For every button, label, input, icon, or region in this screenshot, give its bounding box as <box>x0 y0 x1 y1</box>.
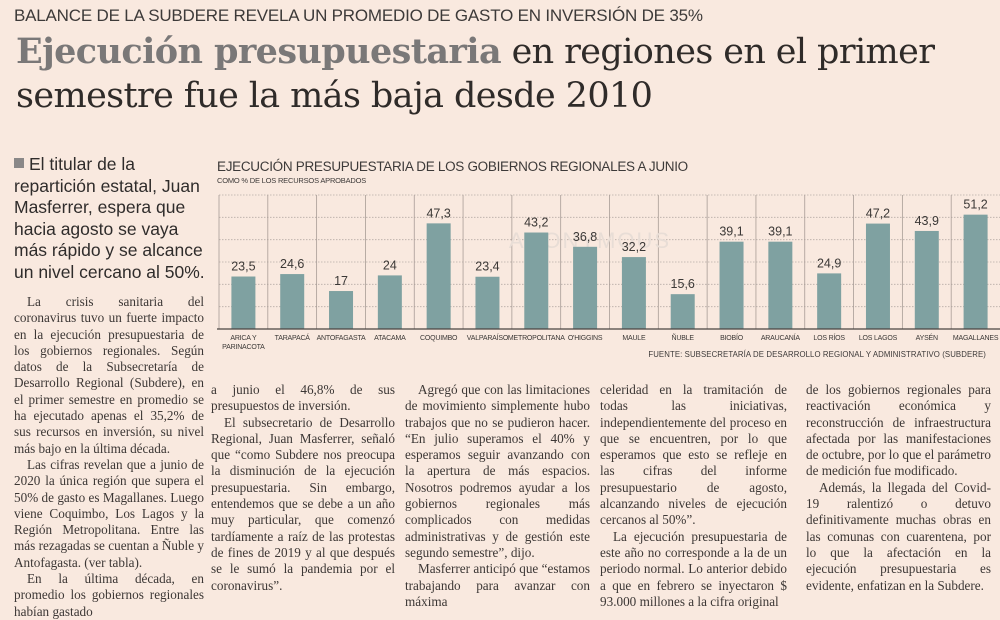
paragraph: La crisis sanitaria del coronavirus tuvo… <box>14 294 204 456</box>
value-label: 15,6 <box>671 277 695 291</box>
category-label: O'HIGGINS <box>568 335 603 342</box>
headline-rest: en regiones en el primer semestre fue la… <box>16 32 935 116</box>
value-label: 36,8 <box>573 230 597 244</box>
value-label: 32,2 <box>622 240 646 254</box>
value-label: 39,1 <box>768 225 792 239</box>
bar <box>817 273 842 329</box>
bar <box>426 223 451 329</box>
bar <box>865 223 890 329</box>
category-label: ÑUBLE <box>672 333 695 342</box>
category-label: VALPARAÍSO <box>467 333 509 342</box>
kicker: BALANCE DE LA SUBDERE REVELA UN PROMEDIO… <box>14 6 703 25</box>
value-label: 43,2 <box>524 216 548 230</box>
paragraph: Además, la llegada del Covid-19 ralentiz… <box>806 479 991 593</box>
bar <box>573 246 598 329</box>
value-label: 24,9 <box>817 256 841 270</box>
paragraph: La ejecución presupuestaria de este año … <box>600 528 787 609</box>
article-column-2: a junio el 46,8% de sus presupuestos de … <box>211 382 395 594</box>
chart-source: FUENTE: SUBSECRETARÍA DE DESARROLLO REGI… <box>648 350 986 359</box>
bar <box>719 241 744 329</box>
paragraph: El subsecretario de Desarrollo Regional,… <box>211 414 395 593</box>
value-label: 23,5 <box>231 260 255 274</box>
category-label: PARINACOTA <box>222 344 265 351</box>
bar <box>524 232 549 329</box>
category-label: MAULE <box>622 335 646 342</box>
category-label: LOS LAGOS <box>859 335 898 342</box>
category-label: ARICA Y <box>230 335 257 342</box>
bar <box>475 276 500 329</box>
paragraph: En la última década, en promedio los gob… <box>14 571 204 619</box>
value-label: 24,6 <box>280 257 304 271</box>
deck-text: El titular de la repartición estatal, Ju… <box>14 154 205 282</box>
bar <box>377 275 402 329</box>
headline: Ejecución presupuestaria en regiones en … <box>16 30 996 118</box>
paragraph: a junio el 46,8% de sus presupuestos de … <box>211 382 395 414</box>
paragraph: Agregó que con las limitaciones de movim… <box>405 382 590 560</box>
paragraph: Las cifras revelan que a junio de 2020 l… <box>14 456 204 570</box>
category-label: COQUIMBO <box>420 335 458 342</box>
paragraph: celeridad en la tramitación de todas las… <box>600 382 787 528</box>
deck: El titular de la repartición estatal, Ju… <box>14 154 209 283</box>
bar <box>963 214 988 329</box>
value-label: 23,4 <box>475 260 499 274</box>
category-label: BIOBÍO <box>720 333 744 342</box>
category-label: METROPOLITANA <box>508 335 565 342</box>
value-label: 47,3 <box>426 206 450 220</box>
value-label: 17 <box>334 274 348 288</box>
category-label: ARAUCANÍA <box>761 333 801 342</box>
value-label: 43,9 <box>915 214 939 228</box>
square-bullet-icon <box>14 158 24 168</box>
value-label: 24 <box>383 258 397 272</box>
bar <box>329 291 354 329</box>
article-column-5: de los gobiernos regionales para reactiv… <box>806 382 991 594</box>
category-label: ANTOFAGASTA <box>317 335 366 342</box>
paragraph: de los gobiernos regionales para reactiv… <box>806 382 991 479</box>
category-label: MAGALLANES <box>953 335 999 342</box>
category-label: TARAPACÁ <box>275 333 311 342</box>
category-label: ATACAMA <box>374 335 406 342</box>
article-column-3: Agregó que con las limitaciones de movim… <box>405 382 590 610</box>
bar <box>768 241 793 329</box>
bar <box>280 274 305 329</box>
paragraph: Masferrer anticipó que “estamos trabajan… <box>405 561 590 609</box>
headline-bold: Ejecución presupuestaria <box>16 31 502 72</box>
bar <box>231 276 256 329</box>
article-column-1: La crisis sanitaria del coronavirus tuvo… <box>14 294 204 620</box>
value-label: 51,2 <box>963 198 987 212</box>
category-label: LOS RÍOS <box>813 333 845 342</box>
value-label: 39,1 <box>719 225 743 239</box>
chart-title: EJECUCIÓN PRESUPUESTARIA DE LOS GOBIERNO… <box>217 159 688 174</box>
bar <box>621 257 646 329</box>
bar <box>914 230 939 329</box>
category-label: AYSÉN <box>916 333 938 342</box>
article-column-4: celeridad en la tramitación de todas las… <box>600 382 787 610</box>
bar <box>670 294 695 329</box>
chart-subtitle: COMO % DE LOS RECURSOS APROBADOS <box>217 176 367 185</box>
value-label: 47,2 <box>866 207 890 221</box>
